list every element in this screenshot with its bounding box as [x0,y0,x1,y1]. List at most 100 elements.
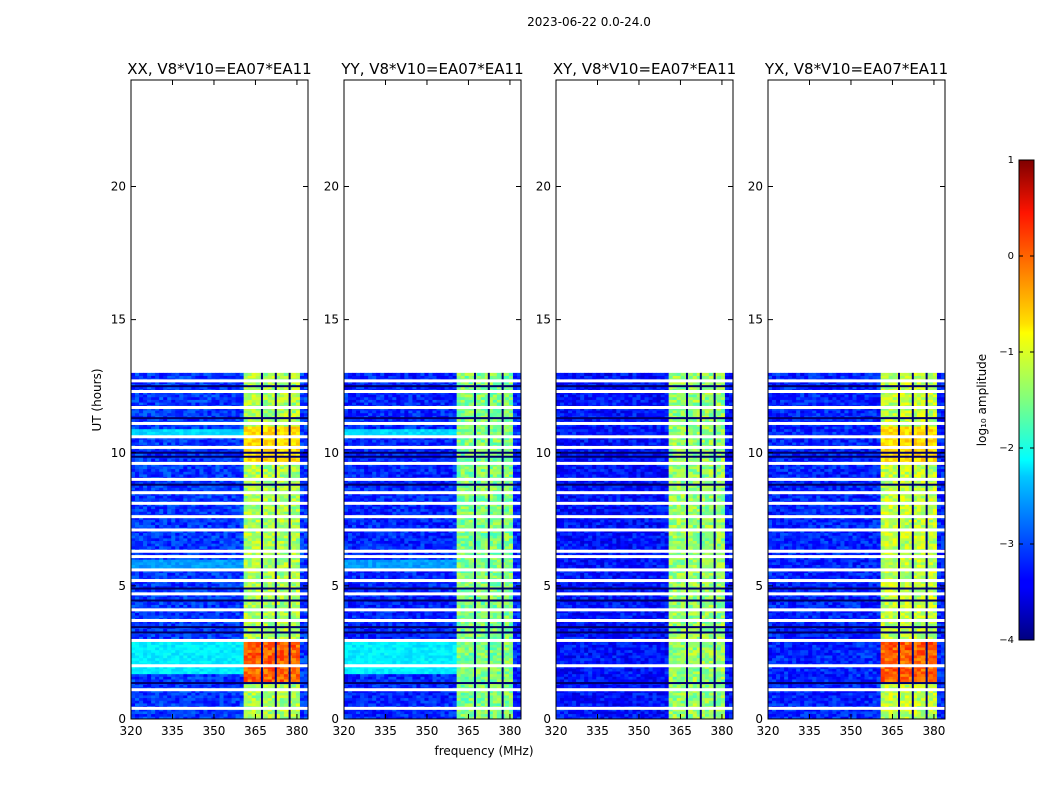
heatmap-cell [252,703,256,706]
heatmap-cell [292,692,296,695]
heatmap-cell [211,698,215,701]
heatmap-cell [252,711,256,714]
heatmap-cell [199,668,203,671]
heatmap-cell [203,674,207,677]
heatmap-cell [232,679,236,682]
heatmap-cell [268,668,272,671]
heatmap-cell [248,650,252,653]
heatmap-cell [264,676,268,679]
heatmap-cell [232,692,236,695]
heatmap-cell [244,642,248,645]
heatmap-cell [183,650,187,653]
heatmap-cell [268,700,272,703]
heatmap-cell [195,658,199,661]
heatmap-cell [199,676,203,679]
heatmap-cell [139,642,143,645]
heatmap-cell [187,698,191,701]
heatmap-cell [187,642,191,645]
heatmap-cell [284,679,288,682]
heatmap-cell [244,628,248,631]
heatmap-cell [191,644,195,647]
heatmap-cell [244,634,248,637]
heatmap-cell [175,676,179,679]
heatmap-cell [256,695,260,698]
heatmap-cell [228,684,232,687]
heatmap-cell [207,668,211,671]
heatmap-cell [135,703,139,706]
heatmap-cell [147,647,151,650]
heatmap-cell [199,647,203,650]
heatmap-cell [171,700,175,703]
heatmap-cell [280,714,284,717]
heatmap-cell [292,634,296,637]
heatmap-cell [203,671,207,674]
heatmap-cell [264,684,268,687]
heatmap-cell [143,628,147,631]
heatmap-cell [155,679,159,682]
heatmap-cell [244,674,248,677]
heatmap-cell [139,698,143,701]
heatmap-cell [195,695,199,698]
heatmap-cell [244,668,248,671]
heatmap-cell [224,655,228,658]
heatmap-cell [179,671,183,674]
heatmap-cell [252,700,256,703]
heatmap-cell [248,644,252,647]
heatmap-cell [143,668,147,671]
heatmap-cell [167,634,171,637]
heatmap-cell [159,692,163,695]
heatmap-cell [187,714,191,717]
heatmap-cell [236,679,240,682]
heatmap-cell [159,650,163,653]
heatmap-cell [159,642,163,645]
heatmap-cell [232,711,236,714]
heatmap-cell [220,700,224,703]
heatmap-cell [232,695,236,698]
heatmap-cell [215,647,219,650]
heatmap-cell [139,655,143,658]
heatmap-cell [220,644,224,647]
heatmap-cell [232,628,236,631]
heatmap-cell [175,668,179,671]
heatmap-cell [211,703,215,706]
heatmap-cell [187,647,191,650]
heatmap-cell [163,674,167,677]
heatmap-cell [139,644,143,647]
heatmap-cell [143,660,147,663]
heatmap-cell [135,676,139,679]
heatmap-cell [183,644,187,647]
heatmap-cell [220,650,224,653]
heatmap-cell [191,676,195,679]
heatmap-cell [155,634,159,637]
heatmap-cell [248,660,252,663]
heatmap-cell [240,684,244,687]
heatmap-cell [215,703,219,706]
heatmap-cell [211,628,215,631]
heatmap-cell [195,668,199,671]
heatmap-cell [268,703,272,706]
heatmap-cell [236,714,240,717]
heatmap-cell [292,647,296,650]
heatmap-cell [300,634,304,637]
heatmap-cell [240,676,244,679]
heatmap-cell [244,658,248,661]
heatmap-cell [215,679,219,682]
heatmap-cell [163,671,167,674]
heatmap-cell [147,684,151,687]
heatmap-cell [256,634,260,637]
heatmap-cell [256,644,260,647]
heatmap-cell [252,668,256,671]
heatmap-cell [248,692,252,695]
heatmap-cell [224,668,228,671]
heatmap-cell [183,698,187,701]
heatmap-cell [151,650,155,653]
heatmap-cell [215,676,219,679]
heatmap-cell [187,652,191,655]
heatmap-cell [135,695,139,698]
heatmap-cell [228,628,232,631]
heatmap-cell [171,647,175,650]
heatmap-cell [191,684,195,687]
heatmap-cell [224,628,228,631]
heatmap-cell [151,703,155,706]
heatmap-cell [203,692,207,695]
